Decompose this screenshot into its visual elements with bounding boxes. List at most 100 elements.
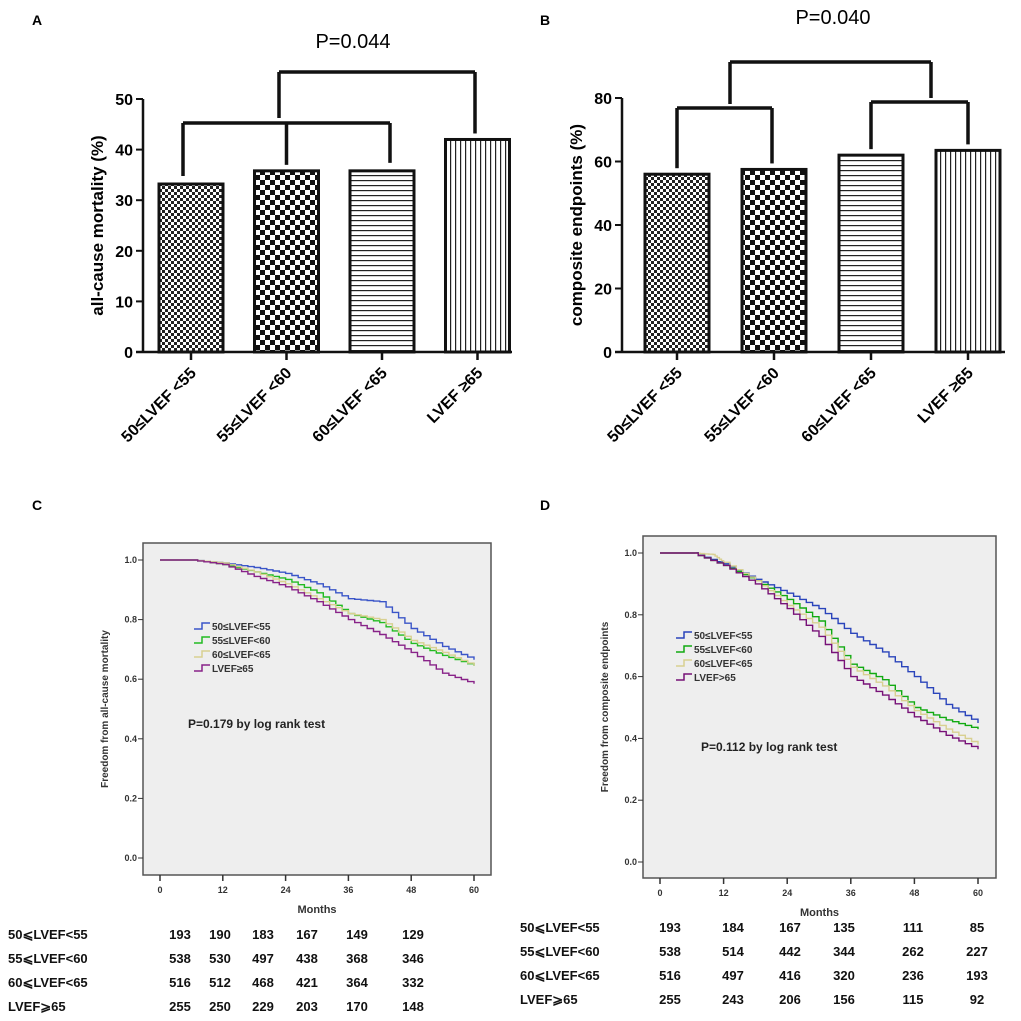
risk-count: 156: [833, 992, 855, 1007]
risk-count: 516: [659, 968, 681, 983]
x-tick-label: 60: [973, 888, 983, 898]
km-chart-d: 0.0 0.2 0.4 0.6 0.8 1.0 0 12 24 36 48 60 Months Freed…: [600, 535, 997, 919]
risk-count: 262: [902, 944, 924, 959]
survival-curve: [660, 552, 979, 745]
panel-label-c: C: [32, 497, 42, 513]
panel-label-a: A: [32, 12, 42, 28]
risk-count: 438: [296, 951, 318, 966]
risk-count: 135: [833, 920, 855, 935]
risk-count: 255: [659, 992, 681, 1007]
survival-curve: [660, 552, 979, 750]
y-tick-label: 0.6: [624, 672, 637, 682]
legend-label: 50≤LVEF<55: [212, 622, 271, 633]
risk-count: 190: [209, 927, 231, 942]
risk-row-label: 60⩽LVEF<65: [8, 975, 88, 990]
risk-count: 497: [252, 951, 274, 966]
y-tick-label: 60: [594, 155, 612, 172]
bar: [348, 169, 416, 354]
legend-label: 60≤LVEF<65: [212, 650, 271, 661]
x-tick-label: 48: [406, 885, 416, 895]
risk-count: 516: [169, 975, 191, 990]
risk-row-label: LVEF⩾65: [520, 992, 578, 1007]
y-tick-label: 1.0: [624, 548, 637, 558]
bar: [157, 182, 225, 354]
risk-row-label: 60⩽LVEF<65: [520, 968, 600, 983]
p-value-annotation: P=0.040: [795, 7, 870, 29]
y-tick-label: 50: [115, 92, 133, 109]
y-tick-label: 20: [115, 244, 133, 261]
risk-count: 92: [969, 992, 985, 1007]
bar: [253, 169, 320, 354]
risk-count: 514: [722, 944, 744, 959]
risk-count: 85: [969, 920, 985, 935]
bar: [740, 167, 808, 354]
y-tick-label: 0.6: [124, 674, 137, 684]
bar: [643, 172, 711, 354]
x-tick-label: 24: [782, 888, 792, 898]
risk-count: 255: [169, 999, 191, 1014]
risk-count: 193: [966, 968, 988, 983]
risk-count: 538: [169, 951, 191, 966]
legend-label: LVEF>65: [694, 673, 736, 684]
legend-label: 55≤LVEF<60: [694, 645, 753, 656]
y-axis-label: Freedom from composite endpoints: [600, 621, 611, 792]
risk-count: 193: [169, 927, 191, 942]
y-axis-label: composite endpoints (%): [567, 124, 586, 326]
x-tick-label: LVEF ≥65: [424, 365, 486, 427]
x-tick-label: 36: [846, 888, 856, 898]
legend-swatch: [676, 659, 692, 667]
risk-count: 148: [402, 999, 424, 1014]
risk-count: 111: [902, 920, 924, 935]
bar: [444, 137, 511, 354]
x-tick-label: LVEF ≥65: [915, 365, 977, 427]
risk-row-label: 50⩽LVEF<55: [520, 920, 600, 935]
y-tick-label: 40: [115, 143, 133, 160]
risk-count: 236: [902, 968, 924, 983]
x-tick-label: 55≤LVEF <60: [214, 365, 295, 446]
legend-label: 50≤LVEF<55: [694, 631, 753, 642]
y-tick-label: 80: [594, 91, 612, 108]
bar-chart-b: 0 20 40 60 80 composite endpoints (%) 50≤LVEF …: [567, 7, 1005, 446]
risk-count: 193: [659, 920, 681, 935]
risk-count: 250: [209, 999, 231, 1014]
x-tick-label: 12: [719, 888, 729, 898]
legend-swatch: [194, 636, 210, 644]
x-tick-label: 60≤LVEF <65: [799, 365, 880, 446]
x-axis-label: Months: [800, 907, 839, 919]
y-axis-label: Freedom from all-cause mortality: [100, 630, 111, 788]
x-tick-label: 50≤LVEF <55: [119, 365, 200, 446]
y-tick-label: 0.4: [624, 733, 637, 743]
y-tick-label: 0.0: [124, 853, 137, 863]
p-value-annotation: P=0.044: [315, 31, 390, 53]
risk-row-label: 50⩽LVEF<55: [8, 927, 88, 942]
risk-count: 203: [296, 999, 318, 1014]
bar: [934, 148, 1002, 354]
risk-count: 344: [833, 944, 855, 959]
risk-count: 170: [346, 999, 368, 1014]
p-value-annotation: P=0.179 by log rank test: [188, 717, 325, 731]
risk-count: 167: [779, 920, 801, 935]
x-tick-label: 50≤LVEF <55: [605, 365, 686, 446]
y-tick-label: 30: [115, 193, 133, 210]
risk-count: 538: [659, 944, 681, 959]
y-tick-label: 40: [594, 218, 612, 235]
survival-curve: [660, 552, 979, 723]
y-tick-label: 0.2: [124, 793, 137, 803]
y-tick-label: 20: [594, 282, 612, 299]
risk-count: 530: [209, 951, 231, 966]
y-tick-label: 0.0: [624, 857, 637, 867]
x-tick-label: 12: [218, 885, 228, 895]
risk-count: 497: [722, 968, 744, 983]
risk-count: 183: [252, 927, 274, 942]
risk-count: 167: [296, 927, 318, 942]
risk-count: 512: [209, 975, 231, 990]
p-value-annotation: P=0.112 by log rank test: [701, 740, 837, 754]
legend-label: LVEF≥65: [212, 664, 254, 675]
risk-row-label: 55⩽LVEF<60: [520, 944, 600, 959]
risk-count: 115: [902, 992, 924, 1007]
risk-count: 346: [402, 951, 424, 966]
x-tick-label: 48: [909, 888, 919, 898]
panel-label-b: B: [540, 12, 550, 28]
risk-count: 368: [346, 951, 368, 966]
